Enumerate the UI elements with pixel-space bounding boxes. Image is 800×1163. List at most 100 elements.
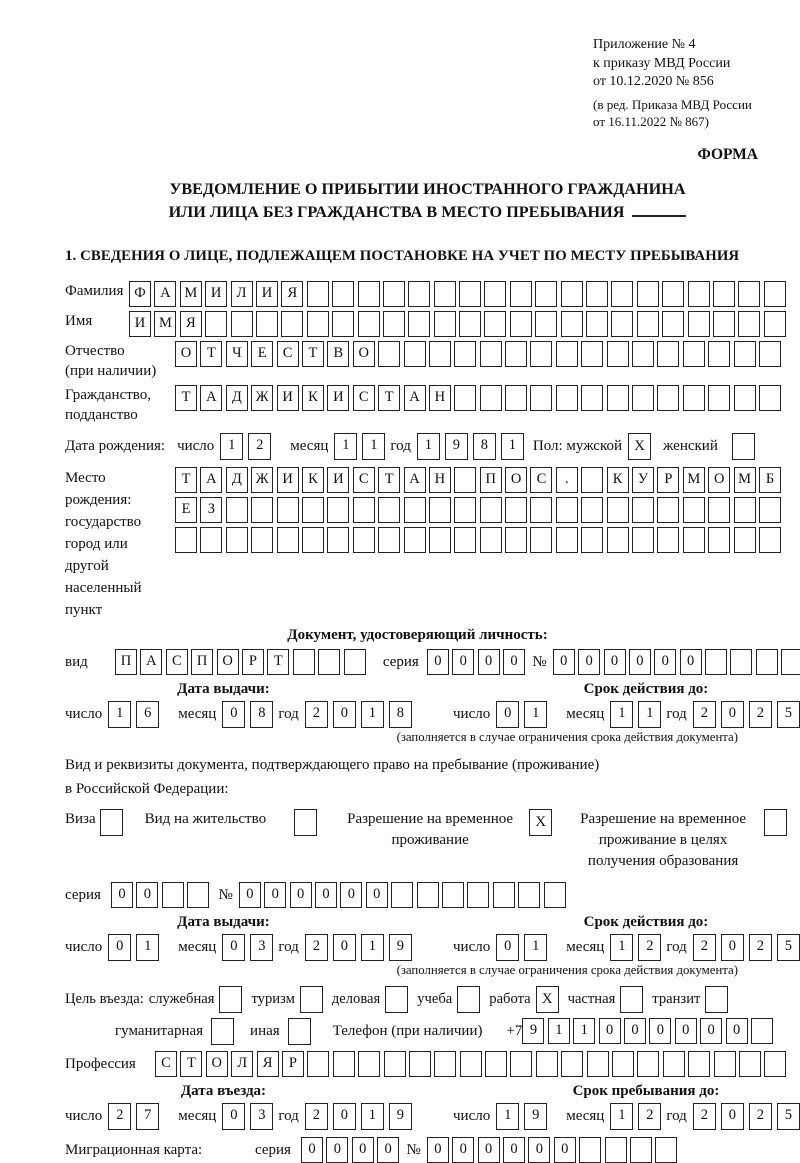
female-checkbox[interactable]	[731, 432, 755, 460]
char-box[interactable]	[586, 1050, 609, 1077]
char-box[interactable]: 7	[136, 1102, 160, 1130]
char-box[interactable]	[781, 648, 800, 675]
char-box[interactable]: 0	[351, 1136, 374, 1163]
char-box[interactable]	[161, 881, 184, 908]
char-box[interactable]: Т	[200, 340, 223, 367]
char-box[interactable]	[358, 1050, 381, 1077]
char-box[interactable]: 0	[136, 881, 159, 908]
char-box[interactable]: 2	[692, 700, 716, 728]
purpose-humanitarian-checkbox[interactable]	[211, 1017, 235, 1045]
char-box[interactable]: 0	[720, 700, 744, 728]
char-box[interactable]: 2	[692, 933, 716, 961]
char-box[interactable]: 0	[332, 1102, 356, 1130]
char-box[interactable]	[682, 496, 705, 523]
char-box[interactable]	[505, 526, 528, 553]
char-box[interactable]: И	[255, 280, 278, 307]
char-box[interactable]: Е	[251, 340, 274, 367]
char-box[interactable]: П	[115, 648, 137, 675]
char-box[interactable]: 1	[547, 1018, 570, 1044]
char-box[interactable]: 0	[222, 700, 246, 728]
char-box[interactable]: 1	[500, 432, 524, 460]
char-box[interactable]	[187, 881, 210, 908]
char-box[interactable]	[655, 1136, 678, 1163]
purpose-other-checkbox[interactable]	[287, 1017, 311, 1045]
char-box[interactable]	[713, 1050, 736, 1077]
char-box[interactable]	[200, 526, 223, 553]
char-box[interactable]	[606, 384, 629, 411]
char-box[interactable]	[535, 310, 558, 337]
char-box[interactable]: 8	[250, 700, 274, 728]
char-box[interactable]	[755, 648, 778, 675]
char-box[interactable]: Л	[230, 280, 253, 307]
char-box[interactable]	[606, 526, 629, 553]
char-box[interactable]	[479, 526, 502, 553]
char-box[interactable]: В	[327, 340, 350, 367]
char-box[interactable]: Р	[241, 648, 264, 675]
char-box[interactable]	[454, 384, 477, 411]
char-box[interactable]	[378, 340, 401, 367]
char-box[interactable]: Р	[657, 466, 680, 493]
char-box[interactable]	[225, 496, 248, 523]
char-box[interactable]: 0	[108, 933, 132, 961]
char-box[interactable]: Д	[225, 384, 248, 411]
char-box[interactable]: 0	[110, 881, 133, 908]
purpose-work-checkbox[interactable]: X	[535, 985, 559, 1013]
char-box[interactable]: 0	[377, 1136, 400, 1163]
char-box[interactable]: А	[200, 384, 223, 411]
char-box[interactable]: 0	[654, 648, 677, 675]
male-checkbox[interactable]: X	[628, 432, 652, 460]
char-box[interactable]	[682, 526, 705, 553]
char-box[interactable]	[758, 340, 781, 367]
char-box[interactable]: 1	[496, 1102, 520, 1130]
char-box[interactable]	[306, 280, 329, 307]
char-box[interactable]: 1	[220, 432, 244, 460]
temp-residence-checkbox[interactable]: X	[529, 808, 553, 836]
char-box[interactable]	[276, 526, 299, 553]
char-box[interactable]: 0	[340, 881, 363, 908]
char-box[interactable]: 1	[610, 933, 634, 961]
char-box[interactable]: 2	[304, 700, 328, 728]
char-box[interactable]: Т	[180, 1050, 203, 1077]
char-box[interactable]: Ч	[225, 340, 248, 367]
char-box[interactable]: Е	[175, 496, 197, 523]
char-box[interactable]: Т	[267, 648, 290, 675]
char-box[interactable]	[383, 1050, 406, 1077]
char-box[interactable]: Ж	[251, 466, 274, 493]
char-box[interactable]	[408, 310, 431, 337]
char-box[interactable]	[441, 881, 464, 908]
char-box[interactable]	[332, 310, 355, 337]
char-box[interactable]: 0	[332, 700, 356, 728]
char-box[interactable]	[332, 280, 355, 307]
char-box[interactable]: Я	[179, 310, 202, 337]
char-box[interactable]	[604, 1136, 627, 1163]
char-box[interactable]	[378, 526, 401, 553]
char-box[interactable]: З	[200, 496, 223, 523]
char-box[interactable]	[555, 526, 578, 553]
char-box[interactable]	[292, 648, 315, 675]
char-box[interactable]: 0	[578, 648, 601, 675]
char-box[interactable]	[433, 280, 456, 307]
char-box[interactable]	[433, 310, 456, 337]
char-box[interactable]: 0	[700, 1018, 723, 1044]
char-box[interactable]	[629, 1136, 652, 1163]
char-box[interactable]	[459, 310, 482, 337]
char-box[interactable]	[530, 384, 553, 411]
char-box[interactable]	[738, 280, 761, 307]
char-box[interactable]	[581, 496, 604, 523]
char-box[interactable]: У	[632, 466, 655, 493]
char-box[interactable]: 0	[332, 933, 356, 961]
char-box[interactable]: И	[327, 384, 350, 411]
char-box[interactable]: 3	[250, 933, 274, 961]
char-box[interactable]: А	[154, 280, 177, 307]
char-box[interactable]	[705, 648, 728, 675]
char-box[interactable]: 0	[426, 1136, 449, 1163]
char-box[interactable]	[382, 280, 405, 307]
char-box[interactable]	[555, 496, 578, 523]
char-box[interactable]	[708, 340, 731, 367]
purpose-private-checkbox[interactable]	[620, 985, 644, 1013]
char-box[interactable]	[343, 648, 366, 675]
char-box[interactable]: .	[555, 466, 578, 493]
char-box[interactable]: 0	[222, 933, 246, 961]
char-box[interactable]: 2	[748, 700, 772, 728]
char-box[interactable]	[612, 1050, 635, 1077]
